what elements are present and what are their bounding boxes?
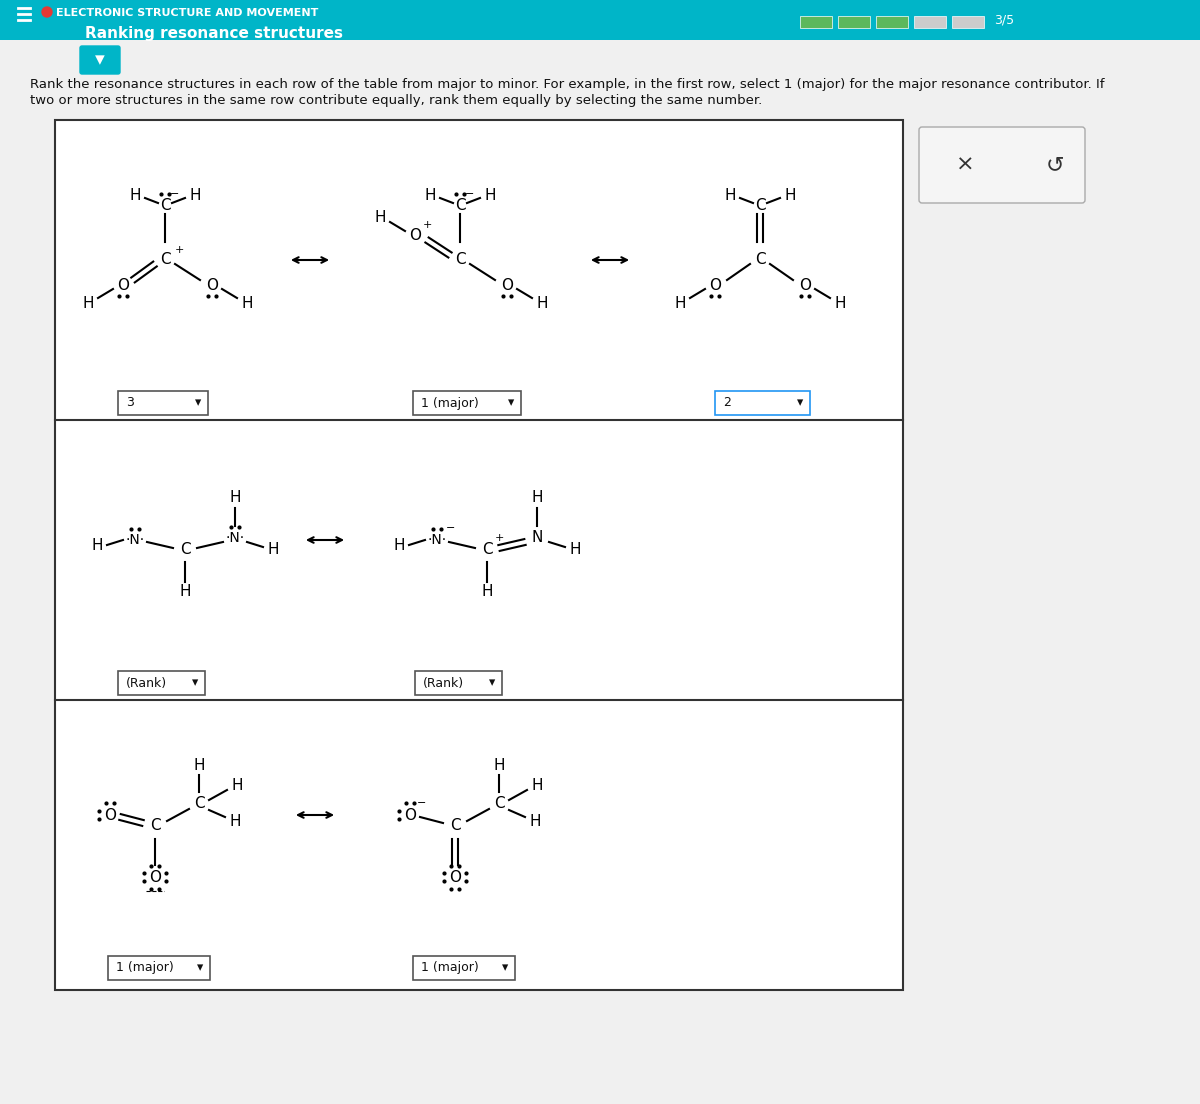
- Text: H: H: [785, 188, 796, 202]
- Text: ⋅N⋅: ⋅N⋅: [427, 533, 446, 546]
- Text: (Rank): (Rank): [126, 677, 167, 690]
- Text: −: −: [466, 189, 475, 199]
- Text: Rank the resonance structures in each row of the table from major to minor. For : Rank the resonance structures in each ro…: [30, 78, 1104, 91]
- Bar: [715, 391, 810, 415]
- Bar: [876, 15, 908, 28]
- Text: H: H: [493, 757, 505, 773]
- Text: O: O: [404, 807, 416, 822]
- Bar: [838, 15, 870, 28]
- Text: H: H: [725, 188, 736, 202]
- Text: C: C: [150, 817, 161, 832]
- Text: C: C: [455, 253, 466, 267]
- Text: C: C: [160, 253, 170, 267]
- Text: two or more structures in the same row contribute equally, rank them equally by : two or more structures in the same row c…: [30, 94, 762, 107]
- Text: C: C: [481, 542, 492, 558]
- Text: C: C: [180, 542, 191, 558]
- Text: O: O: [449, 870, 461, 884]
- Text: H: H: [179, 584, 191, 599]
- Text: 1 (major): 1 (major): [116, 962, 174, 975]
- Text: C: C: [493, 796, 504, 811]
- Bar: [415, 671, 502, 696]
- Text: H: H: [485, 188, 496, 202]
- Text: +: +: [174, 245, 184, 255]
- Text: 3/5: 3/5: [994, 13, 1014, 26]
- Text: 3: 3: [126, 396, 134, 410]
- Bar: [413, 956, 515, 980]
- Bar: [108, 956, 210, 980]
- Text: H: H: [374, 210, 385, 224]
- Bar: [118, 671, 205, 696]
- Text: ▾: ▾: [508, 396, 514, 410]
- Text: C: C: [160, 198, 170, 212]
- Text: ⋅N⋅: ⋅N⋅: [126, 533, 144, 546]
- Text: C: C: [193, 796, 204, 811]
- Text: N: N: [532, 531, 542, 545]
- Text: C: C: [450, 817, 461, 832]
- Text: 2: 2: [722, 396, 731, 410]
- Text: −: −: [446, 523, 456, 533]
- Text: O: O: [104, 807, 116, 822]
- Text: ▾: ▾: [502, 962, 508, 975]
- Text: +: +: [494, 533, 504, 543]
- Text: −: −: [170, 189, 180, 199]
- Text: O: O: [502, 277, 514, 293]
- Text: ▾: ▾: [797, 396, 803, 410]
- Bar: [55, 120, 904, 990]
- Text: ▾: ▾: [197, 962, 203, 975]
- Bar: [413, 391, 521, 415]
- Text: ↺: ↺: [1045, 155, 1064, 176]
- Bar: [914, 15, 946, 28]
- Text: H: H: [241, 296, 253, 310]
- FancyBboxPatch shape: [919, 127, 1085, 203]
- Text: H: H: [834, 296, 846, 310]
- Text: H: H: [674, 296, 685, 310]
- Text: ▾: ▾: [194, 396, 202, 410]
- Text: H: H: [536, 296, 547, 310]
- Text: H: H: [193, 757, 205, 773]
- Text: H: H: [532, 490, 542, 506]
- Text: H: H: [130, 188, 140, 202]
- Text: ⋅N⋅: ⋅N⋅: [226, 531, 245, 545]
- Text: O: O: [709, 277, 721, 293]
- Text: ▾: ▾: [488, 677, 496, 690]
- Text: H: H: [268, 542, 278, 558]
- Text: O: O: [206, 277, 218, 293]
- Text: ELECTRONIC STRUCTURE AND MOVEMENT: ELECTRONIC STRUCTURE AND MOVEMENT: [56, 8, 318, 18]
- Text: −: −: [418, 798, 427, 808]
- Circle shape: [42, 7, 52, 17]
- Text: +: +: [422, 220, 432, 230]
- Text: ×: ×: [955, 155, 974, 176]
- Text: 1 (major): 1 (major): [421, 396, 479, 410]
- Text: C: C: [455, 198, 466, 212]
- Text: O: O: [799, 277, 811, 293]
- Text: 1 (major): 1 (major): [421, 962, 479, 975]
- Text: H: H: [232, 778, 242, 794]
- Text: O: O: [409, 227, 421, 243]
- Text: O: O: [149, 870, 161, 884]
- Text: C: C: [755, 198, 766, 212]
- Text: H: H: [529, 814, 541, 828]
- Bar: [800, 15, 832, 28]
- FancyBboxPatch shape: [80, 46, 120, 74]
- Text: H: H: [532, 778, 542, 794]
- Bar: [118, 391, 208, 415]
- Text: H: H: [481, 584, 493, 599]
- Text: H: H: [229, 490, 241, 506]
- Text: H: H: [229, 814, 241, 828]
- Text: H: H: [425, 188, 436, 202]
- Text: H: H: [569, 542, 581, 558]
- Bar: [0, 0, 1200, 40]
- Text: Ranking resonance structures: Ranking resonance structures: [85, 26, 343, 41]
- Text: O: O: [118, 277, 130, 293]
- Bar: [952, 15, 984, 28]
- Text: ▾: ▾: [95, 51, 104, 70]
- Text: H: H: [83, 296, 94, 310]
- Text: (Rank): (Rank): [424, 677, 464, 690]
- Text: C: C: [755, 253, 766, 267]
- Text: H: H: [91, 538, 103, 552]
- Text: ▾: ▾: [192, 677, 198, 690]
- Text: H: H: [394, 538, 404, 552]
- Text: H: H: [190, 188, 200, 202]
